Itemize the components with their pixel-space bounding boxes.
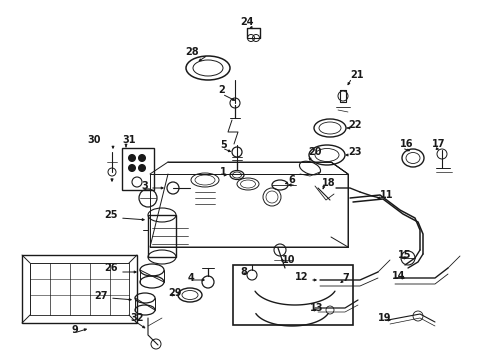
Text: 21: 21 <box>349 70 363 80</box>
Text: 11: 11 <box>379 190 393 200</box>
Text: 13: 13 <box>309 303 323 313</box>
Bar <box>30 263 129 315</box>
Text: 29: 29 <box>168 288 181 298</box>
Text: 9: 9 <box>72 325 79 335</box>
Text: 17: 17 <box>431 139 445 149</box>
Text: 1: 1 <box>220 167 226 177</box>
Circle shape <box>138 154 145 162</box>
Text: 18: 18 <box>321 178 335 188</box>
Text: 25: 25 <box>104 210 118 220</box>
Text: 28: 28 <box>184 47 198 57</box>
Text: 12: 12 <box>294 272 307 282</box>
Text: 30: 30 <box>87 135 101 145</box>
Text: 31: 31 <box>122 135 135 145</box>
Text: 22: 22 <box>347 120 361 130</box>
Circle shape <box>138 165 145 171</box>
Circle shape <box>128 154 135 162</box>
Text: 7: 7 <box>341 273 348 283</box>
Text: 19: 19 <box>377 313 391 323</box>
Text: 10: 10 <box>282 255 295 265</box>
Text: 24: 24 <box>240 17 253 27</box>
Text: 14: 14 <box>391 271 405 281</box>
Text: 6: 6 <box>287 175 294 185</box>
Circle shape <box>128 165 135 171</box>
Text: 27: 27 <box>94 291 108 301</box>
Bar <box>22 255 137 323</box>
Text: 16: 16 <box>399 139 413 149</box>
Text: 15: 15 <box>397 250 411 260</box>
Text: 5: 5 <box>220 140 226 150</box>
Text: 23: 23 <box>347 147 361 157</box>
Bar <box>148 215 176 257</box>
Text: 3: 3 <box>141 181 148 191</box>
Bar <box>232 265 352 325</box>
Text: 26: 26 <box>104 263 118 273</box>
Text: 32: 32 <box>130 313 143 323</box>
Text: 2: 2 <box>218 85 224 95</box>
Text: 20: 20 <box>307 147 321 157</box>
Bar <box>122 148 154 190</box>
Text: 4: 4 <box>187 273 194 283</box>
Text: 8: 8 <box>240 267 246 277</box>
